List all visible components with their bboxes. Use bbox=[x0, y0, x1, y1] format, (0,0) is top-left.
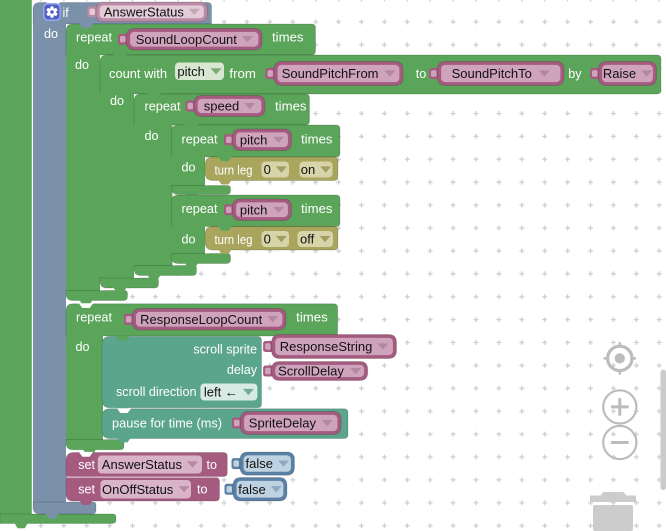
svg-text:do: do bbox=[44, 27, 58, 41]
svg-text:turn leg: turn leg bbox=[215, 163, 253, 177]
svg-text:repeat: repeat bbox=[76, 31, 112, 45]
svg-text:times: times bbox=[296, 311, 328, 325]
svg-text:left ←: left ← bbox=[204, 385, 238, 400]
svg-text:if: if bbox=[63, 6, 70, 20]
svg-text:on: on bbox=[301, 162, 315, 177]
svg-text:false: false bbox=[238, 482, 265, 497]
svg-text:SoundLoopCount: SoundLoopCount bbox=[136, 32, 238, 47]
svg-text:pause for time (ms): pause for time (ms) bbox=[112, 417, 222, 431]
svg-text:SoundPitchTo: SoundPitchTo bbox=[452, 66, 532, 81]
svg-text:do: do bbox=[76, 340, 90, 354]
svg-text:do: do bbox=[75, 58, 89, 72]
svg-text:pitch: pitch bbox=[240, 202, 267, 217]
svg-text:from: from bbox=[229, 67, 256, 81]
svg-text:turn leg: turn leg bbox=[215, 233, 253, 247]
svg-text:ResponseString: ResponseString bbox=[280, 339, 373, 354]
svg-text:by: by bbox=[568, 67, 582, 81]
svg-text:SpriteDelay: SpriteDelay bbox=[249, 416, 317, 431]
svg-text:repeat: repeat bbox=[76, 311, 112, 325]
svg-text:false: false bbox=[246, 456, 273, 471]
svg-text:times: times bbox=[301, 202, 333, 216]
svg-text:AnswerStatus: AnswerStatus bbox=[104, 4, 185, 19]
svg-text:repeat: repeat bbox=[182, 202, 218, 216]
svg-text:SoundPitchFrom: SoundPitchFrom bbox=[282, 66, 379, 81]
svg-text:delay: delay bbox=[227, 363, 258, 377]
svg-text:count with: count with bbox=[109, 67, 167, 81]
svg-text:AnswerStatus: AnswerStatus bbox=[102, 457, 183, 472]
svg-text:ScrollDelay: ScrollDelay bbox=[278, 364, 344, 379]
svg-text:0: 0 bbox=[264, 162, 271, 177]
svg-text:repeat: repeat bbox=[145, 100, 181, 114]
svg-text:pitch: pitch bbox=[177, 64, 204, 79]
svg-text:OnOffStatus: OnOffStatus bbox=[102, 482, 174, 497]
svg-text:set: set bbox=[78, 458, 95, 472]
svg-text:Raise: Raise bbox=[603, 66, 636, 81]
svg-text:do: do bbox=[182, 161, 196, 175]
svg-text:repeat: repeat bbox=[182, 133, 218, 147]
svg-text:set: set bbox=[78, 483, 95, 497]
svg-text:times: times bbox=[275, 100, 307, 114]
svg-text:to: to bbox=[207, 458, 218, 472]
svg-text:times: times bbox=[301, 133, 333, 147]
svg-text:scroll direction: scroll direction bbox=[116, 385, 197, 399]
svg-text:speed: speed bbox=[204, 99, 239, 114]
svg-text:0: 0 bbox=[264, 232, 271, 247]
svg-text:pitch: pitch bbox=[240, 132, 267, 147]
svg-text:to: to bbox=[197, 483, 208, 497]
svg-text:times: times bbox=[272, 31, 304, 45]
svg-text:do: do bbox=[145, 129, 159, 143]
svg-text:off: off bbox=[300, 232, 315, 247]
svg-text:ResponseLoopCount: ResponseLoopCount bbox=[140, 312, 263, 327]
svg-text:do: do bbox=[110, 94, 124, 108]
svg-text:scroll sprite: scroll sprite bbox=[193, 342, 257, 356]
svg-text:do: do bbox=[182, 233, 196, 247]
svg-text:to: to bbox=[416, 67, 427, 81]
